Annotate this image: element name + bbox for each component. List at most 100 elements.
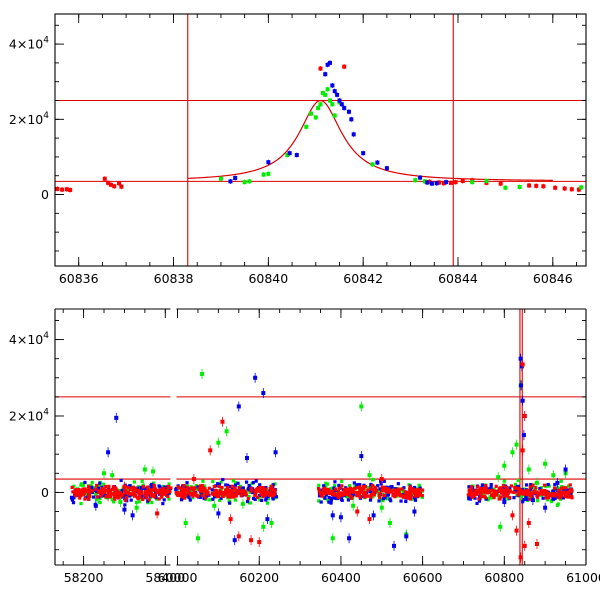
red-season-point <box>474 492 479 496</box>
green-season-point <box>97 500 101 504</box>
blue-point <box>342 106 347 111</box>
red-season-point <box>568 483 572 487</box>
blue-point <box>371 513 376 518</box>
blue-season-point <box>258 483 262 487</box>
red-season-point <box>182 483 186 488</box>
red-season-point <box>70 485 74 490</box>
red-season-point <box>414 490 418 494</box>
red-point <box>106 494 111 499</box>
red-season-point <box>253 489 257 493</box>
red-season-point <box>270 484 274 488</box>
top-chart-panel: 60836 60838 60840 60842 60844 60846 0 2×104 4×10… <box>9 13 587 286</box>
green-season-point <box>536 499 540 503</box>
green-point <box>496 475 501 480</box>
red-season-point <box>87 492 91 496</box>
green-season-point <box>324 481 328 485</box>
green-season-point <box>555 503 559 507</box>
red-season-point <box>500 491 504 495</box>
red-season-point <box>378 495 382 499</box>
blue-point <box>323 72 328 77</box>
red-season-point <box>466 493 470 497</box>
green-point <box>579 185 584 190</box>
red-season-point <box>95 483 99 487</box>
blue-season-point <box>566 488 570 492</box>
green-season-point <box>219 480 223 484</box>
red-season-point <box>105 488 109 492</box>
red-season-point <box>559 491 564 495</box>
green-season-point <box>559 479 563 483</box>
red-season-point <box>239 489 243 494</box>
green-season-point <box>370 478 375 482</box>
red-season-point <box>183 496 187 500</box>
x-tick-label: 60844 <box>438 271 478 286</box>
green-point <box>543 461 548 466</box>
red-season-point <box>476 485 480 489</box>
green-point <box>224 429 229 434</box>
red-point <box>527 183 532 188</box>
blue-point <box>418 175 423 180</box>
red-season-point <box>157 497 161 501</box>
green-point <box>102 471 107 476</box>
red-point <box>367 517 372 522</box>
green-point <box>285 153 290 158</box>
red-season-point <box>268 487 272 491</box>
red-season-point <box>229 495 233 499</box>
red-point <box>64 187 69 192</box>
red-season-point <box>504 492 508 496</box>
red-season-point <box>567 490 571 494</box>
green-point <box>332 113 337 118</box>
red-season-point <box>420 493 424 498</box>
red-season-point <box>408 497 413 501</box>
red-season-point <box>557 488 561 492</box>
blue-point <box>228 179 233 184</box>
blue-season-point <box>467 485 471 489</box>
top-axes: 60836 60838 60840 60842 60844 60846 0 2×104 4×10… <box>9 13 587 286</box>
blue-point <box>518 356 523 361</box>
blue-season-point <box>216 482 220 486</box>
red-season-point <box>166 484 170 489</box>
blue-season-point <box>236 481 240 485</box>
red-season-point <box>126 486 130 490</box>
red-season-point <box>339 493 343 497</box>
red-season-point <box>318 491 323 496</box>
red-season-point <box>401 495 405 499</box>
red-season-point <box>181 491 185 495</box>
blue-season-point <box>473 496 477 500</box>
red-season-point <box>113 497 117 501</box>
red-season-point <box>355 490 359 495</box>
blue-season-point <box>378 487 382 491</box>
red-season-point <box>203 489 207 493</box>
blue-season-point <box>319 488 323 492</box>
green-point <box>247 179 252 184</box>
blue-season-point <box>260 498 264 503</box>
red-point <box>342 64 347 69</box>
red-season-point <box>161 491 165 495</box>
red-season-point <box>408 492 413 496</box>
x-tick-label: 60842 <box>343 271 383 286</box>
red-season-point <box>239 494 243 498</box>
red-season-point <box>398 494 403 498</box>
red-season-point <box>564 495 568 499</box>
blue-season-point <box>205 494 209 498</box>
blue-season-point <box>489 485 493 489</box>
blue-season-point <box>264 496 268 500</box>
red-season-point <box>413 494 417 498</box>
red-season-point <box>406 496 410 500</box>
red-season-point <box>75 492 80 496</box>
red-season-point <box>87 484 91 488</box>
red-point <box>448 180 453 185</box>
blue-point <box>521 433 526 438</box>
red-season-point <box>99 489 103 494</box>
red-season-point <box>502 490 506 494</box>
red-season-point <box>316 487 321 491</box>
red-point <box>249 538 254 543</box>
red-season-point <box>212 484 216 489</box>
blue-season-point <box>221 477 225 482</box>
blue-season-point <box>89 487 93 491</box>
red-season-point <box>366 488 370 492</box>
red-season-point <box>121 493 125 497</box>
red-season-point <box>410 486 414 491</box>
red-season-point <box>362 487 366 491</box>
blue-point <box>520 398 525 403</box>
